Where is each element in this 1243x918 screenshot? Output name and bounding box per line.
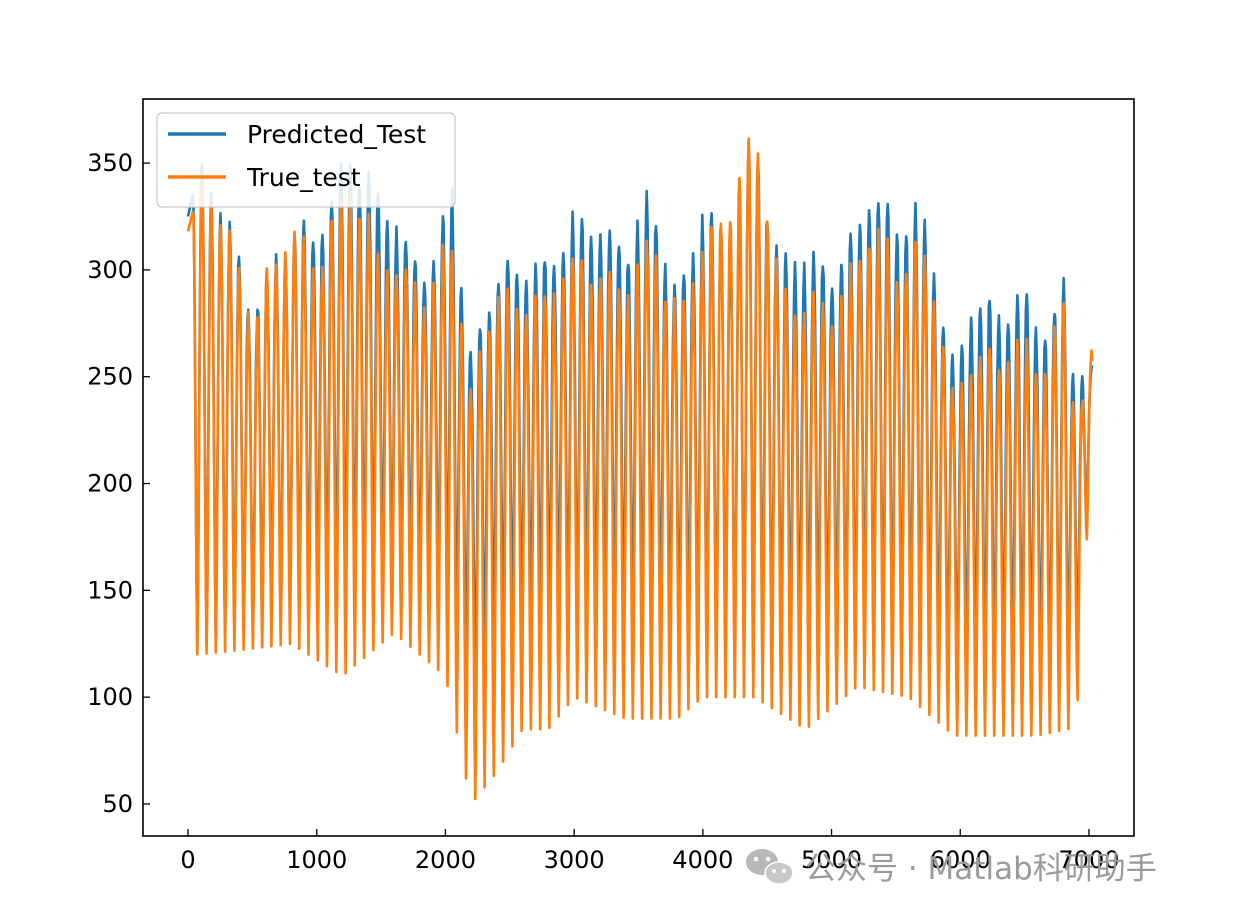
y-tick-label: 100 [87,683,133,711]
x-tick-label: 6000 [930,846,991,874]
y-tick-label: 200 [87,470,133,498]
y-tick-label: 50 [102,790,133,818]
legend-label-true: True_test [246,163,361,192]
x-tick-label: 7000 [1058,846,1119,874]
wechat-icon [746,849,794,885]
y-tick-label: 350 [87,149,133,177]
legend-label-predicted: Predicted_Test [247,120,426,149]
x-tick-label: 0 [180,846,195,874]
x-tick-label: 3000 [544,846,605,874]
x-tick-label: 5000 [801,846,862,874]
x-tick-label: 1000 [286,846,347,874]
series-line-true [186,137,1094,801]
watermark-text: 公众号 · Matlab科研助手 [805,851,1157,887]
x-axis: 0 1000 2000 3000 4000 5000 6000 7000 [180,829,1119,874]
legend: Predicted_Test True_test [156,112,456,208]
plot-frame [142,98,1135,837]
watermark: 公众号 · Matlab科研助手 [746,849,1157,887]
y-tick-label: 150 [87,576,133,604]
y-tick-label: 300 [87,256,133,284]
y-axis: 50 100 150 200 250 300 350 [87,149,150,818]
x-tick-label: 4000 [672,846,733,874]
series-layer [186,137,1094,801]
legend-box [156,112,456,208]
x-tick-label: 2000 [415,846,476,874]
y-tick-label: 250 [87,363,133,391]
